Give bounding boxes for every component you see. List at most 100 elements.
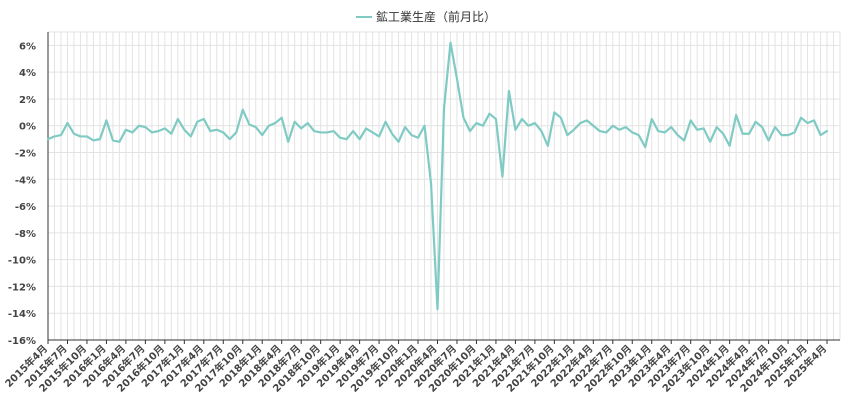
- data-point[interactable]: [58, 132, 64, 138]
- data-point[interactable]: [779, 132, 785, 138]
- data-point[interactable]: [636, 132, 642, 138]
- data-point[interactable]: [577, 120, 583, 126]
- data-point[interactable]: [571, 127, 577, 133]
- data-point[interactable]: [603, 129, 609, 135]
- data-point[interactable]: [227, 136, 233, 142]
- data-point[interactable]: [253, 124, 259, 130]
- data-point[interactable]: [454, 76, 460, 82]
- data-point[interactable]: [818, 132, 824, 138]
- data-point[interactable]: [480, 123, 486, 129]
- data-point[interactable]: [688, 117, 694, 123]
- data-point[interactable]: [649, 116, 655, 122]
- data-point[interactable]: [266, 123, 272, 129]
- data-point[interactable]: [318, 129, 324, 135]
- data-point[interactable]: [694, 127, 700, 133]
- data-point[interactable]: [149, 129, 155, 135]
- data-point[interactable]: [129, 129, 135, 135]
- data-point[interactable]: [772, 124, 778, 130]
- data-point[interactable]: [376, 133, 382, 139]
- data-point[interactable]: [77, 133, 83, 139]
- data-point[interactable]: [415, 135, 421, 141]
- data-point[interactable]: [402, 124, 408, 130]
- data-point[interactable]: [292, 119, 298, 125]
- data-point[interactable]: [383, 119, 389, 125]
- data-point[interactable]: [110, 137, 116, 143]
- data-point[interactable]: [162, 125, 168, 131]
- data-point[interactable]: [45, 136, 51, 142]
- data-point[interactable]: [214, 127, 220, 133]
- data-point[interactable]: [370, 129, 376, 135]
- data-point[interactable]: [344, 136, 350, 142]
- data-point[interactable]: [740, 131, 746, 137]
- data-point[interactable]: [746, 131, 752, 137]
- data-point[interactable]: [798, 115, 804, 121]
- data-point[interactable]: [220, 129, 226, 135]
- data-point[interactable]: [298, 125, 304, 131]
- data-point[interactable]: [597, 128, 603, 134]
- data-point[interactable]: [701, 125, 707, 131]
- data-point[interactable]: [441, 105, 447, 111]
- data-point[interactable]: [409, 132, 415, 138]
- data-point[interactable]: [97, 136, 103, 142]
- data-point[interactable]: [181, 127, 187, 133]
- data-point[interactable]: [194, 119, 200, 125]
- data-point[interactable]: [610, 123, 616, 129]
- data-point[interactable]: [538, 128, 544, 134]
- data-point[interactable]: [499, 174, 505, 180]
- data-point[interactable]: [116, 139, 122, 145]
- data-point[interactable]: [168, 131, 174, 137]
- data-point[interactable]: [584, 117, 590, 123]
- data-point[interactable]: [259, 132, 265, 138]
- data-point[interactable]: [188, 133, 194, 139]
- data-point[interactable]: [324, 129, 330, 135]
- data-point[interactable]: [201, 116, 207, 122]
- data-point[interactable]: [389, 131, 395, 137]
- data-point[interactable]: [792, 129, 798, 135]
- data-point[interactable]: [460, 115, 466, 121]
- data-point[interactable]: [71, 131, 77, 137]
- data-point[interactable]: [155, 128, 161, 134]
- data-point[interactable]: [311, 128, 317, 134]
- data-point[interactable]: [525, 123, 531, 129]
- data-point[interactable]: [123, 127, 129, 133]
- data-point[interactable]: [655, 128, 661, 134]
- data-point[interactable]: [759, 124, 765, 130]
- legend[interactable]: 鉱工業生産（前月比）: [356, 9, 496, 24]
- data-point[interactable]: [337, 135, 343, 141]
- data-point[interactable]: [623, 124, 629, 130]
- data-point[interactable]: [805, 120, 811, 126]
- data-point[interactable]: [175, 116, 181, 122]
- data-point[interactable]: [486, 111, 492, 117]
- data-point[interactable]: [616, 127, 622, 133]
- data-point[interactable]: [532, 120, 538, 126]
- data-point[interactable]: [350, 128, 356, 134]
- data-point[interactable]: [285, 139, 291, 145]
- data-point[interactable]: [103, 117, 109, 123]
- data-point[interactable]: [766, 137, 772, 143]
- data-point[interactable]: [447, 40, 453, 46]
- data-point[interactable]: [363, 125, 369, 131]
- data-point[interactable]: [473, 120, 479, 126]
- data-point[interactable]: [279, 115, 285, 121]
- data-point[interactable]: [84, 133, 90, 139]
- data-point[interactable]: [512, 127, 518, 133]
- data-point[interactable]: [675, 132, 681, 138]
- data-point[interactable]: [668, 124, 674, 130]
- data-point[interactable]: [331, 128, 337, 134]
- data-point[interactable]: [590, 123, 596, 129]
- data-point[interactable]: [551, 109, 557, 115]
- data-point[interactable]: [785, 132, 791, 138]
- data-point[interactable]: [64, 120, 70, 126]
- data-point[interactable]: [824, 128, 830, 134]
- data-point[interactable]: [207, 128, 213, 134]
- data-point[interactable]: [233, 129, 239, 135]
- data-point[interactable]: [246, 121, 252, 127]
- data-point[interactable]: [396, 139, 402, 145]
- data-point[interactable]: [545, 143, 551, 149]
- data-point[interactable]: [357, 136, 363, 142]
- data-point[interactable]: [753, 119, 759, 125]
- data-point[interactable]: [467, 128, 473, 134]
- data-point[interactable]: [558, 115, 564, 121]
- data-point[interactable]: [519, 116, 525, 122]
- data-point[interactable]: [90, 137, 96, 143]
